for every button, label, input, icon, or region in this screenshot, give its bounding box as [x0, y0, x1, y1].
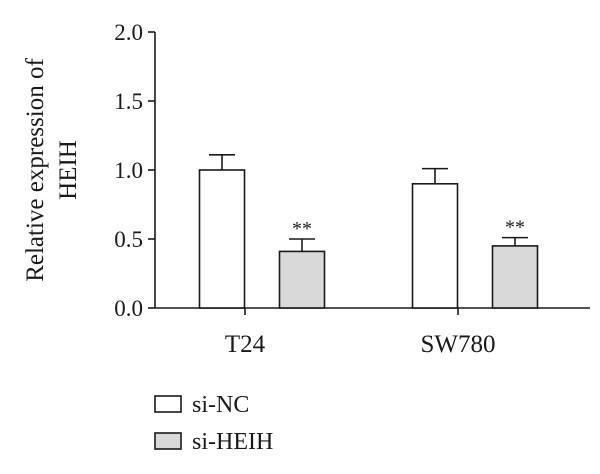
- x-tick-label: T24: [225, 331, 266, 358]
- y-tick-label: 0.5: [114, 227, 143, 252]
- bar: [198, 169, 246, 309]
- legend-swatch: [154, 395, 182, 413]
- y-tick-label: 1.0: [114, 158, 143, 183]
- legend-swatch: [154, 432, 182, 450]
- y-tick-label: 0.0: [114, 296, 143, 321]
- y-tick-label: 2.0: [114, 20, 143, 45]
- bars: ** **: [198, 154, 539, 309]
- significance-label: **: [505, 217, 525, 239]
- axes: 0.0 0.5 1.0 1.5 2.0 T24 SW780: [114, 20, 590, 358]
- bar: [278, 250, 326, 309]
- y-axis-label-line: Relative expression of: [22, 58, 49, 282]
- y-axis-label-line: HEIH: [55, 140, 82, 200]
- legend: si-NC si-HEIH: [154, 392, 273, 455]
- x-tick-label: SW780: [421, 331, 496, 358]
- significance-label: **: [292, 218, 312, 240]
- y-axis-label: Relative expression of HEIH: [22, 58, 82, 282]
- legend-label: si-NC: [192, 392, 249, 418]
- y-tick-label: 1.5: [114, 89, 143, 114]
- bar: [411, 183, 459, 309]
- legend-label: si-HEIH: [192, 429, 273, 455]
- bar: [491, 245, 539, 309]
